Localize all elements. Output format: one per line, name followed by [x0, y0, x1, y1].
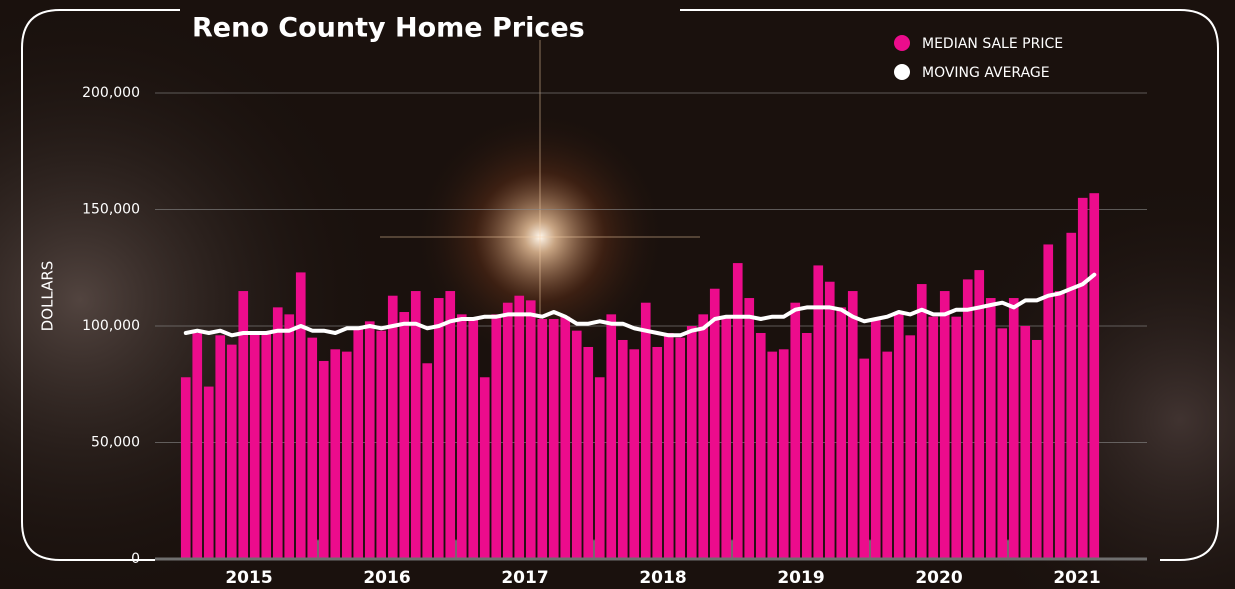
bar	[434, 298, 444, 559]
bar	[664, 333, 674, 559]
bar	[710, 289, 720, 559]
bar	[445, 291, 455, 559]
chart: Reno County Home Prices DOLLARS 0 50,000 1…	[0, 0, 1235, 589]
bar	[399, 312, 409, 559]
bar	[1078, 198, 1088, 559]
bar	[514, 296, 524, 559]
x-tick-label: 2021	[1053, 568, 1100, 588]
bar	[721, 317, 731, 559]
bar	[629, 349, 639, 559]
bar	[848, 291, 858, 559]
bar	[779, 349, 789, 559]
bar	[537, 319, 547, 559]
chart-title: Reno County Home Prices	[192, 13, 585, 44]
bar	[376, 331, 386, 559]
y-tick-label: 200,000	[82, 85, 140, 101]
bar	[1066, 233, 1076, 559]
bar	[181, 377, 191, 559]
bar	[204, 387, 214, 559]
bar	[1032, 340, 1042, 559]
bar	[652, 347, 662, 559]
bar	[1043, 244, 1053, 559]
bar	[595, 377, 605, 559]
bar	[192, 333, 202, 559]
bar	[905, 335, 915, 559]
bar	[457, 314, 467, 559]
bar	[871, 319, 881, 559]
legend-swatch	[894, 35, 910, 51]
bar	[928, 317, 938, 559]
bar	[951, 317, 961, 559]
bar	[330, 349, 340, 559]
bar	[641, 303, 651, 559]
bar	[342, 352, 352, 559]
bar	[802, 333, 812, 559]
bar	[365, 321, 375, 559]
bar	[480, 377, 490, 559]
bar	[583, 347, 593, 559]
bar	[882, 352, 892, 559]
bar	[733, 263, 743, 559]
x-tick-label: 2018	[639, 568, 686, 588]
x-tick-label: 2016	[363, 568, 410, 588]
bar	[411, 291, 421, 559]
x-tick-label: 2019	[777, 568, 824, 588]
bar	[273, 307, 283, 559]
bar	[261, 333, 271, 559]
bar	[744, 298, 754, 559]
bar	[836, 307, 846, 559]
y-tick-label: 0	[131, 551, 140, 567]
bar	[572, 331, 582, 559]
bar	[284, 314, 294, 559]
bar	[296, 272, 306, 559]
bar	[986, 298, 996, 559]
bar	[687, 326, 697, 559]
bar	[491, 314, 501, 559]
bar	[422, 363, 432, 559]
bar	[307, 338, 317, 559]
y-tick-label: 100,000	[82, 318, 140, 334]
legend-label: MOVING AVERAGE	[922, 65, 1050, 81]
bar	[917, 284, 927, 559]
x-tick-label: 2015	[225, 568, 272, 588]
bar	[618, 340, 628, 559]
bar	[756, 333, 766, 559]
bar	[319, 361, 329, 559]
x-tick-label: 2017	[501, 568, 548, 588]
bar	[560, 317, 570, 559]
bar	[526, 300, 536, 559]
y-tick-label: 150,000	[82, 202, 140, 218]
bar	[1055, 291, 1065, 559]
bar	[1009, 298, 1019, 559]
page: {"chart_data": { "type": "bar", "title":…	[0, 0, 1235, 589]
bar	[227, 345, 237, 559]
y-tick-label: 50,000	[91, 435, 140, 451]
bar	[997, 328, 1007, 559]
bar	[1020, 326, 1030, 559]
bar	[353, 328, 363, 559]
bar	[468, 319, 478, 559]
bar	[767, 352, 777, 559]
bar	[974, 270, 984, 559]
bar	[549, 319, 559, 559]
y-axis-title: DOLLARS	[39, 261, 57, 332]
bar	[790, 303, 800, 559]
bar	[388, 296, 398, 559]
bar	[250, 333, 260, 559]
bar	[503, 303, 513, 559]
bar	[859, 359, 869, 559]
bar	[698, 314, 708, 559]
x-tick-label: 2020	[915, 568, 962, 588]
bar	[825, 282, 835, 559]
bar	[813, 265, 823, 559]
bar	[675, 338, 685, 559]
bar	[1089, 193, 1099, 559]
bar	[894, 312, 904, 559]
bar	[940, 291, 950, 559]
bar	[606, 314, 616, 559]
bar	[215, 335, 225, 559]
legend-swatch	[894, 64, 910, 80]
legend-label: MEDIAN SALE PRICE	[922, 36, 1063, 52]
bar	[963, 279, 973, 559]
